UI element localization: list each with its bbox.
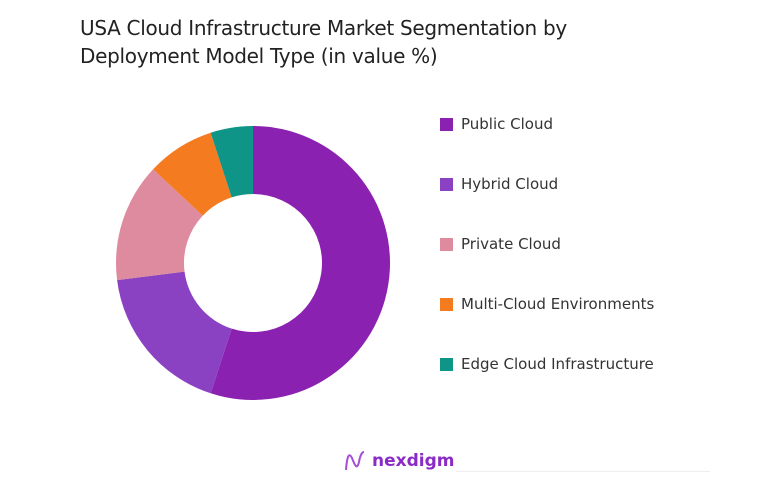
logo-text: nexdigm	[372, 451, 455, 471]
donut-slice-hybrid-cloud	[117, 271, 232, 394]
legend-item: Private Cloud	[440, 234, 654, 254]
legend-item: Edge Cloud Infrastructure	[440, 354, 654, 374]
chart-title: USA Cloud Infrastructure Market Segmenta…	[80, 16, 567, 68]
donut-slice-edge-cloud-infrastructure	[210, 126, 253, 198]
donut-slice-multi-cloud-environments	[153, 132, 232, 216]
legend-label: Public Cloud	[461, 115, 554, 133]
donut-slice-private-cloud	[115, 169, 203, 281]
legend-item: Hybrid Cloud	[440, 174, 654, 194]
legend-label: Hybrid Cloud	[461, 175, 559, 193]
legend-label: Private Cloud	[461, 235, 561, 253]
divider	[456, 471, 710, 472]
legend-swatch	[440, 177, 453, 191]
legend-swatch	[440, 297, 453, 311]
nexdigm-logo: nexdigm	[344, 450, 454, 472]
donut-slice-public-cloud	[210, 126, 391, 400]
legend-item: Public Cloud	[440, 114, 654, 134]
legend-label: Edge Cloud Infrastructure	[461, 355, 654, 373]
legend-swatch	[440, 237, 453, 251]
legend-swatch	[440, 357, 453, 371]
logo-wave-icon	[345, 451, 365, 471]
legend-label: Multi-Cloud Environments	[461, 295, 655, 313]
legend: Public Cloud Hybrid Cloud Private Cloud Mul…	[440, 114, 654, 414]
legend-item: Multi-Cloud Environments	[440, 294, 654, 314]
legend-swatch	[440, 117, 453, 131]
